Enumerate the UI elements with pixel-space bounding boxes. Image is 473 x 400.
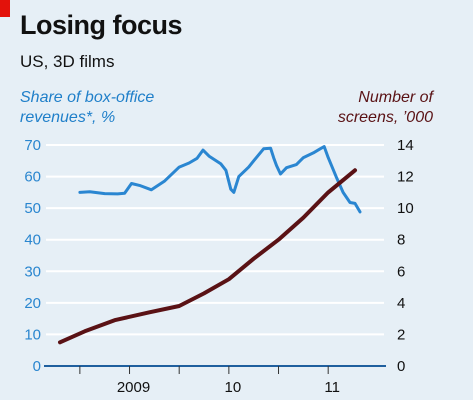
right-axis-label-line: Number of [358,89,433,106]
brand-tab [0,0,10,17]
y-right-tick-label: 12 [397,169,414,186]
y-left-tick-label: 50 [24,200,41,217]
x-axis-tick-label: 11 [324,379,340,396]
left-axis-label-line: revenues*, % [20,109,116,126]
y-right-tick-label: 14 [397,137,414,154]
series-line-box-office-share [78,145,362,214]
left-axis-label: Share of box-office revenues*, % [20,88,240,128]
series-line-screens [58,168,357,345]
right-axis-label-line: screens, ’000 [337,109,433,126]
y-right-tick-label: 4 [397,295,405,312]
y-right-tick-label: 6 [397,263,405,280]
y-right-tick-label: 8 [397,232,405,249]
y-left-tick-label: 0 [33,358,41,375]
right-axis-label: Number of screens, ’000 [293,88,433,128]
y-left-tick-label: 10 [24,326,41,343]
y-right-tick-label: 0 [397,358,405,375]
y-left-tick-label: 60 [24,169,41,186]
y-left-tick-label: 20 [24,295,41,312]
x-axis-tick-label: 10 [225,379,242,396]
y-left-tick-label: 40 [24,232,41,249]
chart-title: Losing focus [20,10,183,40]
y-right-tick-label: 10 [397,200,414,217]
y-left-tick-label: 70 [24,137,41,154]
y-right-tick-label: 2 [397,326,405,343]
y-left-tick-label: 30 [24,263,41,280]
chart-subtitle: US, 3D films [20,52,115,71]
left-axis-label-line: Share of box-office [20,89,155,106]
x-axis-tick-label: 2009 [117,379,150,396]
